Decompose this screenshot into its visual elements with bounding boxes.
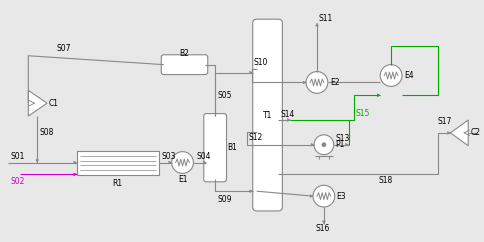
Polygon shape: [346, 143, 348, 146]
Polygon shape: [74, 173, 77, 176]
Polygon shape: [377, 94, 380, 97]
Text: R1: R1: [113, 179, 123, 188]
Circle shape: [172, 152, 194, 173]
FancyBboxPatch shape: [161, 55, 208, 75]
Text: B1: B1: [227, 143, 237, 152]
Text: S11: S11: [319, 14, 333, 23]
Text: S08: S08: [39, 128, 54, 137]
Polygon shape: [74, 161, 77, 164]
Text: S10: S10: [254, 58, 268, 67]
Polygon shape: [451, 120, 468, 146]
Polygon shape: [303, 81, 306, 84]
Text: S16: S16: [316, 224, 331, 233]
Text: S14: S14: [280, 110, 295, 119]
Circle shape: [313, 185, 335, 207]
Text: C1: C1: [49, 99, 59, 108]
Bar: [77, 151, 159, 175]
Circle shape: [322, 143, 326, 147]
Polygon shape: [310, 195, 313, 198]
Text: S12: S12: [249, 133, 263, 142]
Text: S03: S03: [162, 152, 176, 161]
Text: C2: C2: [470, 128, 480, 137]
Polygon shape: [250, 190, 253, 193]
Circle shape: [314, 135, 334, 155]
Text: S09: S09: [217, 195, 232, 204]
Text: E4: E4: [404, 71, 414, 80]
Text: T1: T1: [263, 111, 272, 120]
Text: S18: S18: [378, 176, 393, 185]
Text: E1: E1: [178, 175, 187, 184]
Circle shape: [306, 72, 328, 93]
Text: E2: E2: [330, 78, 339, 87]
Text: B2: B2: [180, 49, 189, 58]
Polygon shape: [322, 221, 325, 224]
Text: S01: S01: [11, 152, 25, 161]
Text: S05: S05: [217, 91, 232, 100]
FancyBboxPatch shape: [204, 113, 227, 182]
Text: P1: P1: [336, 140, 345, 149]
Text: S07: S07: [57, 44, 72, 53]
Text: S17: S17: [438, 117, 452, 127]
FancyBboxPatch shape: [253, 19, 282, 211]
Polygon shape: [250, 71, 253, 74]
Polygon shape: [36, 159, 39, 163]
Polygon shape: [316, 23, 318, 26]
Text: S02: S02: [11, 177, 25, 186]
Text: S04: S04: [197, 152, 211, 161]
Text: E3: E3: [337, 192, 347, 201]
Text: S13: S13: [336, 134, 350, 143]
Polygon shape: [311, 143, 314, 146]
Circle shape: [380, 65, 402, 86]
Polygon shape: [447, 131, 451, 134]
Polygon shape: [287, 119, 290, 121]
Polygon shape: [203, 161, 206, 164]
Polygon shape: [169, 161, 172, 164]
Polygon shape: [29, 90, 47, 116]
Text: S15: S15: [356, 109, 370, 118]
